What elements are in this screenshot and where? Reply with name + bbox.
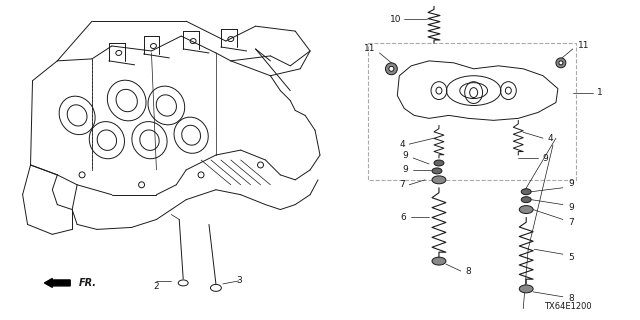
- Text: 9: 9: [542, 154, 548, 163]
- Ellipse shape: [385, 63, 397, 75]
- Text: 1: 1: [596, 88, 602, 97]
- Ellipse shape: [519, 285, 533, 293]
- FancyArrow shape: [44, 278, 70, 287]
- Text: 3: 3: [236, 276, 241, 285]
- Ellipse shape: [432, 257, 446, 265]
- Text: 11: 11: [364, 44, 375, 53]
- Bar: [367, 43, 576, 180]
- Ellipse shape: [434, 160, 444, 166]
- Ellipse shape: [432, 168, 442, 174]
- Text: 4: 4: [399, 140, 405, 148]
- Ellipse shape: [389, 66, 394, 71]
- Text: TX64E1200: TX64E1200: [544, 302, 591, 311]
- Text: 9: 9: [403, 150, 408, 160]
- Ellipse shape: [521, 197, 531, 203]
- Text: 5: 5: [568, 253, 573, 262]
- Text: 7: 7: [568, 218, 573, 227]
- Ellipse shape: [521, 189, 531, 195]
- Text: 11: 11: [578, 41, 589, 50]
- Text: 2: 2: [154, 282, 159, 292]
- Ellipse shape: [432, 176, 446, 184]
- Text: 7: 7: [399, 180, 405, 189]
- Ellipse shape: [559, 61, 563, 65]
- Text: 8: 8: [568, 294, 573, 303]
- Text: FR.: FR.: [79, 278, 97, 288]
- Text: 10: 10: [390, 15, 401, 24]
- Ellipse shape: [519, 206, 533, 213]
- Text: 8: 8: [466, 267, 472, 276]
- Text: 4: 4: [547, 134, 553, 143]
- Text: 9: 9: [403, 165, 408, 174]
- Ellipse shape: [556, 58, 566, 68]
- Text: 9: 9: [568, 203, 573, 212]
- Text: 9: 9: [568, 179, 573, 188]
- Text: 6: 6: [401, 213, 406, 222]
